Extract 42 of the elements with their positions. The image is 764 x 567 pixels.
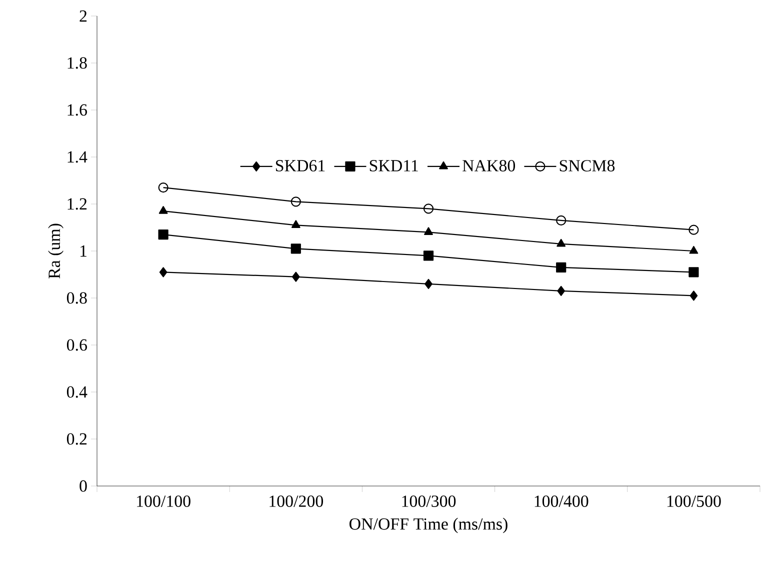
y-tick-label: 2 bbox=[80, 10, 87, 22]
point bbox=[159, 267, 168, 278]
y-tick-label: 0.6 bbox=[66, 339, 87, 351]
point bbox=[557, 286, 566, 296]
x-tick-label: 100/300 bbox=[402, 496, 456, 507]
legend-label: SKD11 bbox=[370, 160, 418, 172]
point bbox=[690, 290, 698, 301]
y-tick-label: 1.4 bbox=[68, 151, 88, 163]
x-tick-label: 100/100 bbox=[137, 496, 190, 507]
y-tick-label: 0.2 bbox=[66, 433, 87, 445]
y-tick-label: 1.8 bbox=[68, 57, 87, 69]
point bbox=[423, 204, 434, 214]
y-tick-label: 1.6 bbox=[68, 104, 87, 116]
point bbox=[292, 272, 300, 282]
x-tick-label: 100/400 bbox=[534, 496, 588, 507]
point bbox=[688, 224, 699, 235]
point bbox=[423, 250, 434, 261]
legend-label: NAK80 bbox=[462, 160, 516, 172]
point bbox=[158, 182, 168, 193]
y-axis-title: Ra (um) bbox=[48, 224, 64, 278]
point bbox=[688, 267, 699, 278]
point bbox=[556, 238, 566, 247]
x-tick-label: 100/500 bbox=[667, 496, 721, 507]
y-tick-label: 0.4 bbox=[66, 386, 88, 398]
point bbox=[290, 196, 301, 207]
point bbox=[556, 215, 566, 226]
point bbox=[689, 246, 698, 254]
x-tick-label: 100/200 bbox=[270, 496, 324, 507]
y-tick-label: 0 bbox=[80, 480, 87, 492]
point bbox=[291, 220, 300, 228]
y-tick-label: 1 bbox=[80, 245, 86, 257]
point bbox=[556, 262, 566, 272]
x-axis-title: ON/OFF Time (ms/ms) bbox=[350, 518, 508, 534]
point bbox=[424, 278, 432, 289]
legend-label: SNCM8 bbox=[560, 160, 615, 172]
legend-label: SKD61 bbox=[276, 160, 325, 172]
y-tick-label: 0.8 bbox=[66, 292, 87, 304]
point bbox=[290, 244, 301, 254]
point bbox=[158, 229, 168, 240]
point bbox=[424, 227, 433, 235]
point bbox=[158, 206, 168, 214]
y-tick-label: 1.2 bbox=[68, 198, 87, 210]
